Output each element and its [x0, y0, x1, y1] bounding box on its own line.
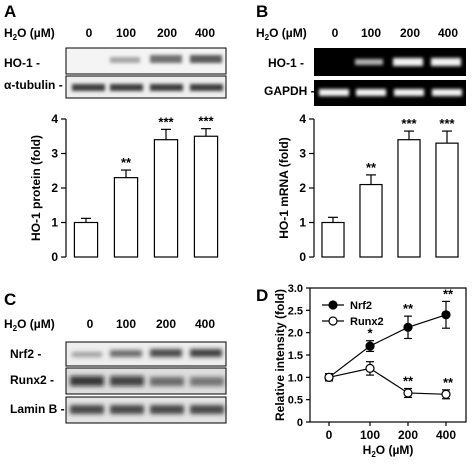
- panel-d-runx2-point-200: [403, 388, 413, 398]
- panel-b-gel-ho1: [314, 48, 466, 76]
- panel-b-y-axis-label: HO-1 mRNA (fold): [277, 137, 291, 239]
- panel-b-ytick-label-1: 1: [299, 216, 306, 230]
- panel-b-gel-gapdh: [314, 80, 466, 106]
- panel-b-blot-label-ho1: HO-1 -: [268, 56, 304, 70]
- panel-a-y-axis-label: HO-1 protein (fold): [29, 135, 43, 241]
- panel-a-ytick-label-2: 2: [51, 181, 58, 195]
- panel-a-significance-200: ***: [158, 114, 174, 129]
- panel-d-runx2-point-100: [365, 363, 375, 373]
- panel-b-dose-100: 100: [361, 26, 381, 40]
- panel-d-ytick-label-5: 2.5: [288, 305, 303, 317]
- panel-b-significance-100: **: [366, 160, 377, 175]
- panel-d-nrf2-significance-100: *: [367, 326, 373, 341]
- panel-a-blot-ho1: [65, 47, 227, 75]
- panel-b-letter: B: [256, 2, 268, 21]
- panel-b-ytick-label-4: 4: [299, 112, 306, 126]
- panel-b-bar-0: [321, 221, 345, 258]
- panel-c-blot-label-runx2: Runx2 -: [10, 373, 54, 387]
- panel-b-bar-100: [359, 183, 383, 258]
- panel-a-blot-tubulin: [65, 75, 227, 99]
- panel-a-bar-0: [73, 221, 99, 258]
- panel-c-dose-100: 100: [116, 317, 136, 331]
- panel-c-dose-400: 400: [195, 317, 215, 331]
- panel-d-xtick-label-200: 200: [398, 428, 418, 442]
- panel-d-nrf2-significance-200: **: [403, 301, 414, 316]
- panel-d-runx2-line: [328, 367, 447, 395]
- panel-d-ytick-label-6: 3.0: [288, 283, 303, 295]
- panel-a-dose-100: 100: [116, 26, 136, 40]
- panel-b-dose-header: H2O (µM): [256, 26, 307, 42]
- panel-d-xtick-label-400: 400: [436, 428, 456, 442]
- panel-a-bar-400: [193, 135, 219, 258]
- panel-c-dose-0: 0: [87, 317, 94, 331]
- panel-a-dose-400: 400: [195, 26, 215, 40]
- panel-a-ytick-label-4: 4: [51, 112, 58, 126]
- panel-d-xtick-label-0: 0: [326, 428, 333, 442]
- panel-c-blot-label-nrf2: Nrf2 -: [10, 347, 41, 361]
- panel-a-significance-400: ***: [198, 114, 214, 129]
- panel-b-dose-400: 400: [438, 26, 458, 40]
- panel-d-runx2-point-400: [441, 389, 451, 399]
- panel-c-dose-header: H2O (µM): [4, 317, 55, 333]
- panel-b-dose-200: 200: [400, 26, 420, 40]
- panel-a-significance-100: **: [121, 155, 132, 170]
- panel-a-dose-200: 200: [157, 26, 177, 40]
- panel-d-ytick-label-1: 0.5: [288, 395, 303, 407]
- panel-a-dose-labels: 0 100 200 400: [86, 26, 216, 40]
- panel-a-ytick-label-1: 1: [51, 216, 58, 230]
- panel-d-nrf2-legend-label: Nrf2: [350, 300, 372, 312]
- panel-c-letter: C: [4, 290, 16, 309]
- panel-b-ytick-label-3: 3: [299, 147, 306, 161]
- panel-d-ytick-label-4: 2.0: [288, 328, 303, 340]
- panel-d-nrf2-significance-400: **: [443, 286, 454, 301]
- panel-b-bar-200: [397, 139, 421, 258]
- panel-a-ytick-label-0: 0: [51, 250, 58, 264]
- panel-b-dose-0: 0: [332, 26, 339, 40]
- panel-d-nrf2-legend-marker: [328, 300, 338, 310]
- panel-a-blot-label-tubulin: α-tubulin -: [4, 78, 63, 92]
- panel-c-dose-200: 200: [156, 317, 176, 331]
- panel-d-letter: D: [256, 286, 268, 305]
- panel-d-xtick-label-100: 100: [360, 428, 380, 442]
- panel-d-ytick-label-0: 0: [297, 417, 303, 429]
- panel-c-blot-runx2: [65, 367, 227, 395]
- panel-d-nrf2-point-100: [365, 341, 375, 351]
- panel-a-ytick-label-3: 3: [51, 147, 58, 161]
- panel-d-runx2-significance-200: **: [403, 374, 414, 389]
- panel-a-blot-label-ho1: HO-1 -: [4, 56, 40, 70]
- panel-d-y-axis-label: Relative intensity (fold): [273, 289, 287, 421]
- panel-b-dose-labels: 0 100 200 400: [332, 26, 459, 40]
- panel-d-ytick-label-3: 1.5: [288, 350, 303, 362]
- panel-c-blot-label-laminb: Lamin B -: [10, 402, 65, 416]
- panel-d-ytick-label-2: 1.0: [288, 372, 303, 384]
- panel-d-runx2-legend-marker: [328, 316, 338, 326]
- panel-c-dose-labels: 0 100 200 400: [87, 317, 216, 331]
- panel-a-bar-100: [113, 177, 139, 258]
- panel-d-x-axis-label: H2O (µM): [363, 443, 414, 459]
- panel-b-significance-200: ***: [401, 116, 417, 131]
- panel-b-bar-400: [435, 142, 459, 258]
- panel-a-letter: A: [4, 2, 16, 21]
- panel-d-runx2-legend-label: Runx2: [350, 316, 384, 328]
- panel-b-significance-400: ***: [439, 116, 455, 131]
- panel-d-nrf2-line: [328, 314, 447, 378]
- panel-b-ytick-label-2: 2: [299, 181, 306, 195]
- panel-a-dose-header: H2O (µM): [4, 26, 55, 42]
- panel-a-bar-200: [153, 139, 179, 258]
- panel-c-blot-nrf2: [65, 341, 227, 367]
- panel-d-runx2-point-0: [324, 372, 334, 382]
- panel-c-blot-laminb: [65, 396, 227, 424]
- panel-d-nrf2-point-400: [441, 310, 451, 320]
- panel-b-ytick-label-0: 0: [299, 250, 306, 264]
- panel-d-line-chart: 0 0.5 1.0 1.5 2.0 2.5 3.0 0 100 200 400 Relative in…: [273, 283, 467, 459]
- panel-d-runx2-significance-400: **: [443, 375, 454, 390]
- panel-b-blot-label-gapdh: GAPDH -: [264, 84, 315, 98]
- panel-d-nrf2-point-200: [403, 322, 413, 332]
- panel-a-dose-0: 0: [86, 26, 93, 40]
